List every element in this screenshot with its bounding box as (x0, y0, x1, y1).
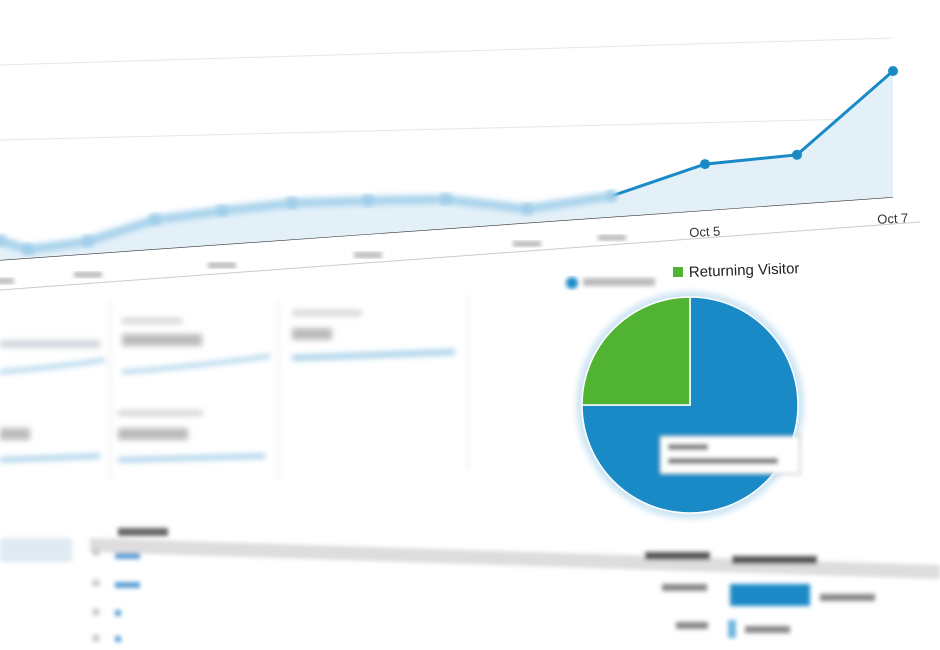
chart-bottom-border (0, 221, 921, 291)
column-header-placeholder (645, 552, 710, 560)
data-point[interactable] (700, 159, 710, 170)
metric-value-placeholder (0, 428, 30, 440)
line-chart (0, 66, 898, 260)
x-tick-label-blurred (513, 240, 541, 247)
column-header-placeholder (118, 528, 168, 536)
table-search-box[interactable] (0, 538, 72, 562)
data-point[interactable] (792, 149, 802, 160)
row-link-placeholder[interactable] (115, 582, 140, 588)
x-tick-label-blurred (354, 252, 382, 259)
data-point[interactable] (82, 235, 94, 248)
x-axis-labels: Oct 5 Oct 7 (0, 210, 909, 284)
metric-value-placeholder (118, 428, 188, 440)
x-tick-label-blurred (0, 278, 14, 284)
data-point[interactable] (216, 204, 228, 217)
metric-value-placeholder (0, 340, 100, 348)
column-header-placeholder (732, 556, 817, 564)
row-link-placeholder[interactable] (115, 610, 121, 616)
series-line-early (0, 191, 613, 255)
row-link-placeholder[interactable] (115, 636, 121, 642)
metric-label-placeholder (292, 310, 362, 316)
pie-legend: Returning Visitor (566, 260, 800, 289)
pie-tooltip (659, 435, 801, 475)
data-table (0, 528, 940, 642)
data-point[interactable] (606, 189, 618, 202)
legend-swatch-icon (673, 267, 683, 277)
data-point[interactable] (22, 243, 34, 256)
gridline (0, 37, 894, 66)
legend-item-returning-visitor[interactable]: Returning Visitor (673, 260, 800, 281)
data-point[interactable] (286, 197, 298, 210)
pie-slice[interactable] (581, 296, 691, 406)
data-point[interactable] (888, 66, 898, 77)
legend-swatch-icon (566, 277, 578, 289)
area-fill (0, 71, 893, 260)
data-point[interactable] (440, 193, 452, 206)
metric-sparkline (291, 349, 456, 361)
metric-sparkline (0, 453, 101, 463)
x-tick-label-blurred (74, 271, 102, 278)
metric-value-placeholder (122, 334, 202, 346)
metric-sparkline (121, 354, 271, 374)
metric-sparkline (0, 358, 106, 374)
gridline (0, 117, 894, 141)
metric-label-placeholder (122, 318, 182, 324)
data-point[interactable] (0, 234, 6, 247)
percent-bar (730, 584, 810, 606)
metric-value-placeholder (292, 328, 332, 340)
percent-bar (728, 620, 736, 638)
metric-label-placeholder (118, 410, 203, 416)
row-link-placeholder[interactable] (115, 553, 140, 559)
legend-label: Returning Visitor (689, 260, 800, 281)
data-point[interactable] (521, 202, 533, 215)
legend-item-new-visitor[interactable] (566, 277, 655, 289)
x-tick-label-blurred (598, 234, 626, 241)
series-line (611, 69, 894, 198)
pie-chart (576, 291, 804, 519)
data-point[interactable] (149, 213, 161, 226)
x-tick-label: Oct 5 (689, 224, 721, 241)
data-point[interactable] (362, 194, 374, 207)
metric-sparkline (117, 453, 266, 463)
x-tick-label-blurred (208, 262, 236, 269)
metric-cards (0, 295, 469, 480)
x-tick-label: Oct 7 (877, 210, 909, 227)
blurred-line-segment (0, 191, 613, 255)
